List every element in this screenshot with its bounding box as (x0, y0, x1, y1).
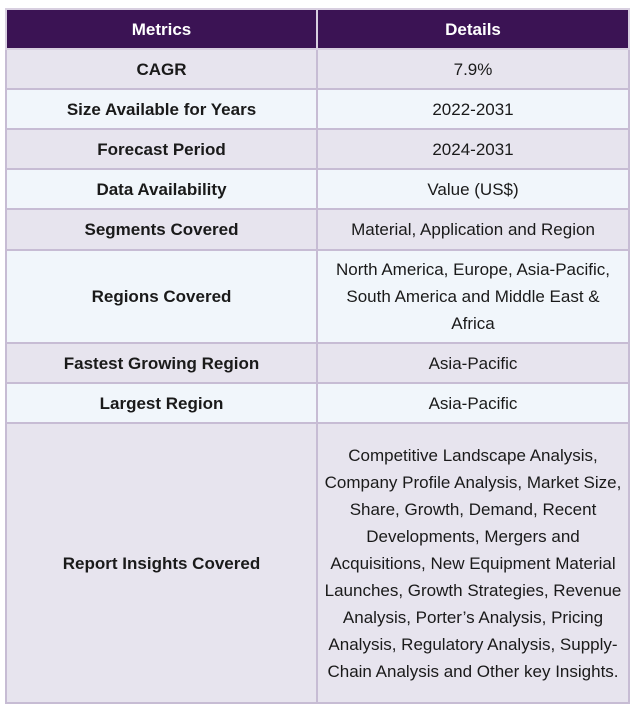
metric-cell: Largest Region (5, 382, 318, 424)
metric-cell: Regions Covered (5, 249, 318, 344)
table-row: Size Available for Years 2022-2031 (5, 88, 630, 130)
report-metrics-table-container: Metrics Details CAGR 7.9% Size Available… (5, 8, 630, 704)
header-details: Details (316, 8, 630, 50)
table-row: Regions Covered North America, Europe, A… (5, 249, 630, 344)
metric-cell: Size Available for Years (5, 88, 318, 130)
detail-cell: 7.9% (316, 48, 630, 90)
metric-cell: Segments Covered (5, 208, 318, 251)
metric-cell: CAGR (5, 48, 318, 90)
table-row: Report Insights Covered Competitive Land… (5, 422, 630, 704)
detail-cell: Material, Application and Region (316, 208, 630, 251)
metric-cell: Fastest Growing Region (5, 342, 318, 384)
detail-cell: North America, Europe, Asia-Pacific, Sou… (316, 249, 630, 344)
table-row: Fastest Growing Region Asia-Pacific (5, 342, 630, 384)
metric-cell: Report Insights Covered (5, 422, 318, 704)
detail-cell: Asia-Pacific (316, 342, 630, 384)
table-row: Forecast Period 2024-2031 (5, 128, 630, 170)
table-row: CAGR 7.9% (5, 48, 630, 90)
table-row: Segments Covered Material, Application a… (5, 208, 630, 251)
report-metrics-table: Metrics Details CAGR 7.9% Size Available… (5, 8, 630, 704)
table-header-row: Metrics Details (5, 8, 630, 50)
metric-cell: Data Availability (5, 168, 318, 210)
table-row: Data Availability Value (US$) (5, 168, 630, 210)
detail-cell: Competitive Landscape Analysis, Company … (316, 422, 630, 704)
detail-cell: 2022-2031 (316, 88, 630, 130)
detail-cell: Asia-Pacific (316, 382, 630, 424)
header-metrics: Metrics (5, 8, 318, 50)
detail-cell: Value (US$) (316, 168, 630, 210)
detail-cell: 2024-2031 (316, 128, 630, 170)
table-row: Largest Region Asia-Pacific (5, 382, 630, 424)
metric-cell: Forecast Period (5, 128, 318, 170)
